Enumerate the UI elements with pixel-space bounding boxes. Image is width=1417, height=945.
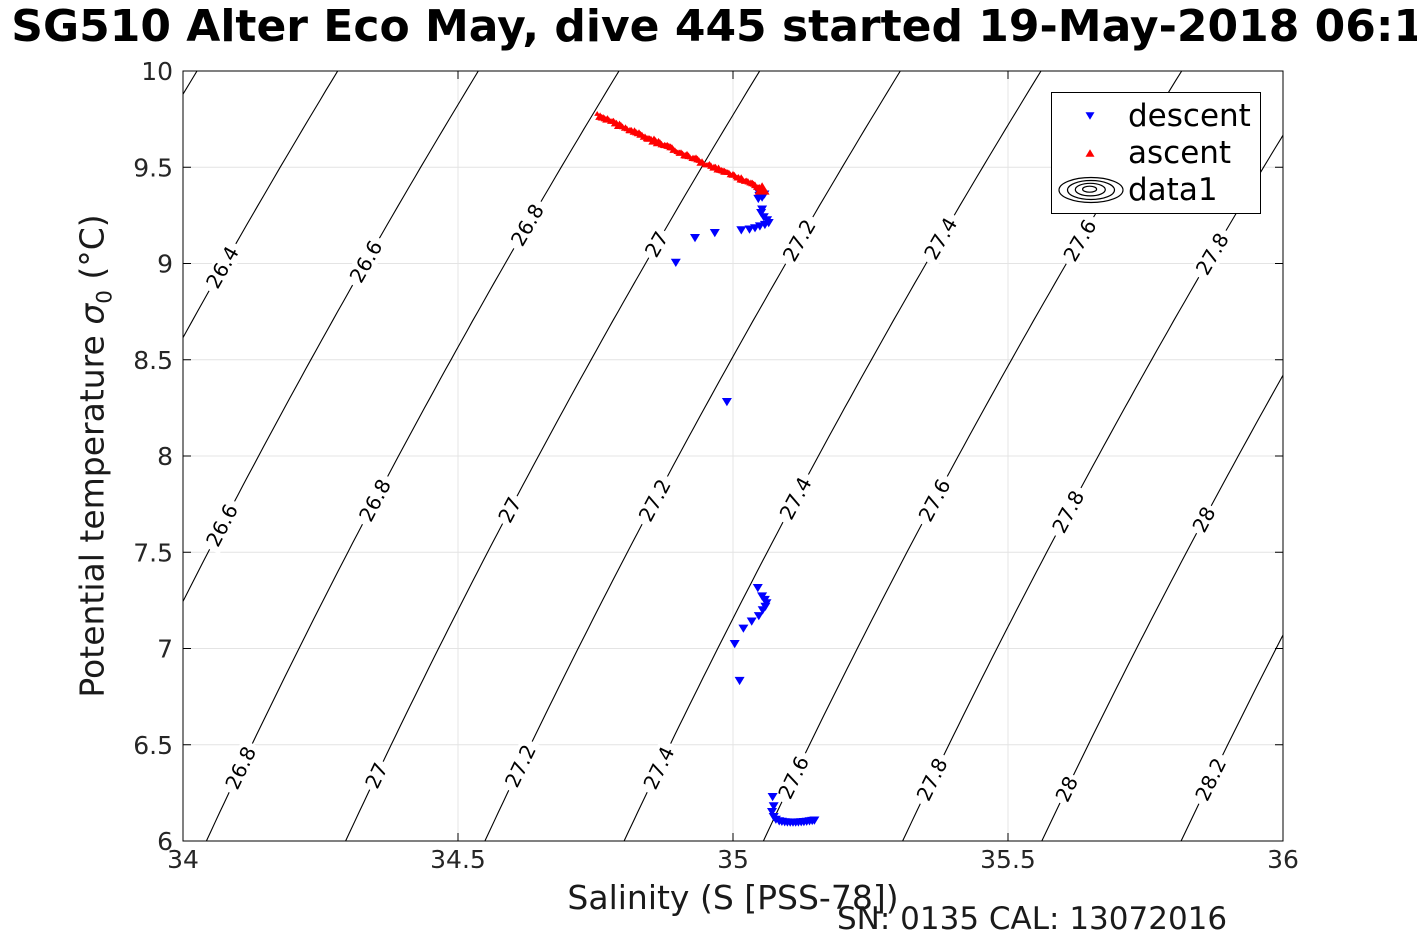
y-tick-label: 10 (141, 57, 173, 86)
ascent-series (594, 111, 770, 195)
svg-text:27.6: 27.6 (773, 752, 814, 803)
contour-label-26.8: 26.8 (352, 471, 398, 530)
contour-label-27.4: 27.4 (917, 209, 964, 268)
svg-text:28: 28 (1187, 503, 1220, 537)
contour-label-28.2: 28.2 (1188, 750, 1233, 809)
contour-label-27.6: 27.6 (771, 748, 816, 807)
svg-text:27.4: 27.4 (638, 743, 679, 794)
contour-line-26.4 (183, 71, 339, 339)
contour-label-27.4: 27.4 (637, 738, 681, 797)
y-tick-label: 6 (157, 827, 173, 856)
legend-item-ascent: ascent (1052, 135, 1260, 171)
axis-box (182, 70, 1284, 842)
contour-label-26.8: 26.8 (219, 738, 263, 798)
contour-label-27.2: 27.2 (632, 471, 678, 530)
contour-label-27.6: 27.6 (912, 471, 957, 530)
contour-label-27.8: 27.8 (1189, 225, 1236, 283)
ascent-end-marker (754, 182, 770, 195)
y-tick-label: 9 (157, 250, 173, 279)
svg-text:26.8: 26.8 (220, 743, 261, 794)
legend-item-data1: data1 (1052, 172, 1260, 208)
contour-line-26.8 (205, 71, 620, 841)
contour-line-26.2 (183, 71, 198, 96)
y-tick-label: 9.5 (133, 153, 173, 182)
legend-item-descent: descent (1052, 98, 1260, 134)
svg-text:27.8: 27.8 (912, 754, 953, 805)
contour-label-28: 28 (1050, 770, 1084, 808)
legend: descent ascent data1 (1051, 92, 1261, 214)
triangle-down-icon (1085, 112, 1095, 120)
y-tick-label: 7.5 (133, 538, 173, 567)
contour-label-27.2: 27.2 (776, 211, 823, 270)
figure-title: SG510 Alter Eco May, dive 445 started 19… (11, 1, 1417, 52)
sn-cal-annotation: SN: 0135 CAL: 13072016 (837, 901, 1228, 937)
contour-label-27.8: 27.8 (1045, 482, 1091, 541)
contour-label-27.4: 27.4 (773, 469, 819, 528)
contour-labels: 27 27 27 28 28 26.4 26.6 26.6 26.8 26.8 26.8 27.2 27… (199, 196, 1236, 809)
y-tick-label: 8.5 (133, 346, 173, 375)
contour-line-26.6 (183, 71, 479, 603)
contour-label-27: 27 (639, 225, 674, 264)
svg-text:27.2: 27.2 (500, 741, 541, 792)
contour-label-26.6: 26.6 (343, 232, 389, 291)
tick-labels: 34 34.5 35 35.5 36 6 6.5 7 7.5 8 8.5 9 9.5 10 (133, 57, 1299, 874)
contour-label-27.6: 27.6 (1056, 211, 1104, 270)
contour-rings-icon (1058, 176, 1124, 204)
contour-line-27 (344, 71, 761, 841)
contour-label-27: 27 (359, 756, 394, 795)
legend-item-label: descent (1128, 98, 1251, 134)
svg-text:28.2: 28.2 (1190, 754, 1231, 805)
contour-label-28: 28 (1186, 500, 1221, 539)
svg-text:27: 27 (640, 227, 674, 261)
grid-lines (183, 71, 1283, 841)
x-tick-label: 35.5 (980, 845, 1036, 874)
contour-label-26.8: 26.8 (504, 196, 551, 254)
x-tick-label: 34.5 (430, 845, 486, 874)
legend-item-label: ascent (1128, 135, 1232, 171)
contour-label-26.6: 26.6 (199, 496, 245, 555)
contour-line-27.4 (623, 71, 1042, 841)
y-tick-label: 7 (157, 635, 173, 664)
contour-line-28 (1041, 374, 1283, 841)
svg-text:27: 27 (493, 493, 526, 527)
contour-line-28.2 (1180, 633, 1283, 841)
x-tick-label: 34 (167, 845, 199, 874)
triangle-up-icon (1085, 149, 1095, 157)
legend-item-label: data1 (1128, 172, 1218, 208)
contour-label-26.4: 26.4 (199, 238, 246, 297)
contour-label-27: 27 (492, 491, 527, 529)
y-tick-label: 6.5 (133, 731, 173, 760)
y-tick-label: 8 (157, 442, 173, 471)
x-tick-label: 36 (1267, 845, 1299, 874)
contour-label-27.8: 27.8 (910, 750, 954, 809)
contour-line-27.2 (484, 71, 901, 841)
x-tick-label: 35 (717, 845, 749, 874)
x-axis-label: Salinity (S [PSS-78]) (567, 878, 899, 917)
